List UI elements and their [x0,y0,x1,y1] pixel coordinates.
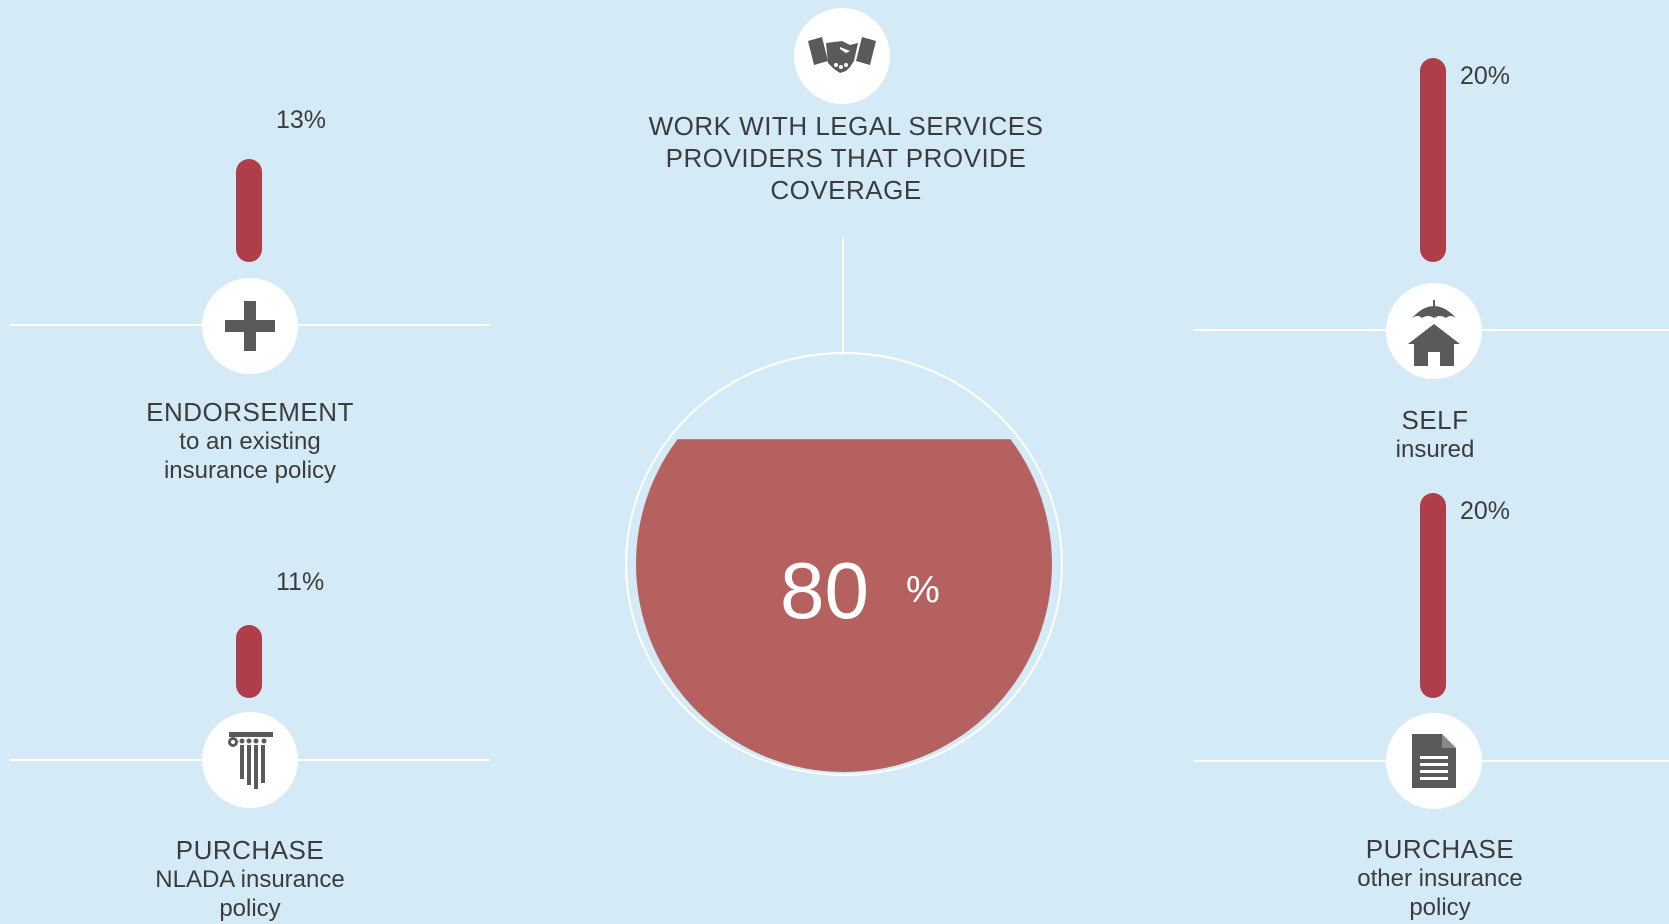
main-unit: % [906,569,940,611]
main-value: 80 [780,546,869,635]
self-percent: 20% [1460,62,1511,90]
handshake-icon-circle [794,8,890,104]
other-bar-track [1420,493,1446,698]
self-bar-track [1420,58,1446,262]
column-icon-circle [202,712,298,808]
other-subtitle-2: policy [1409,894,1471,921]
nlada-percent: 11% [276,568,325,596]
self-title: SELF [1401,405,1469,435]
endorsement-label: ENDORSEMENT to an existing insurance pol… [110,398,390,485]
nlada-subtitle-1: NLADA insurance [155,866,345,893]
insured-house-icon-circle [1386,283,1482,379]
other-percent: 20% [1460,497,1511,525]
document-icon-circle [1386,713,1482,809]
main-connector [842,238,844,355]
plus-icon-circle [202,278,298,374]
self-label: SELF insured [1295,406,1575,464]
other-bar [1420,493,1446,698]
endorsement-title: ENDORSEMENT [146,397,354,427]
endorsement-subtitle-2: insurance policy [163,457,337,484]
other-subtitle-1: other insurance [1357,865,1523,892]
nlada-subtitle-2: policy [219,895,281,922]
nlada-label: PURCHASE NLADA insurance policy [110,836,390,923]
nlada-bar-track [236,565,262,698]
nlada-bar [236,624,262,698]
column-icon [228,732,273,789]
document-icon [1412,734,1456,788]
endorsement-bar-track [236,104,262,262]
self-bar [1420,58,1446,262]
other-title: PURCHASE [1365,834,1515,864]
nlada-title: PURCHASE [175,835,325,865]
endorsement-subtitle-1: to an existing [179,428,321,455]
main-title: WORK WITH LEGAL SERVICES PROVIDERS THAT … [648,111,1044,205]
endorsement-bar [236,159,262,262]
handshake-icon [808,37,876,73]
main-ring [625,352,1063,776]
self-subtitle-1: insured [1395,436,1475,463]
insured-house-icon [1408,300,1460,366]
endorsement-percent: 13% [276,106,327,134]
other-label: PURCHASE other insurance policy [1300,835,1580,922]
main-fill-shape [636,439,1053,772]
plus-icon [225,301,275,351]
